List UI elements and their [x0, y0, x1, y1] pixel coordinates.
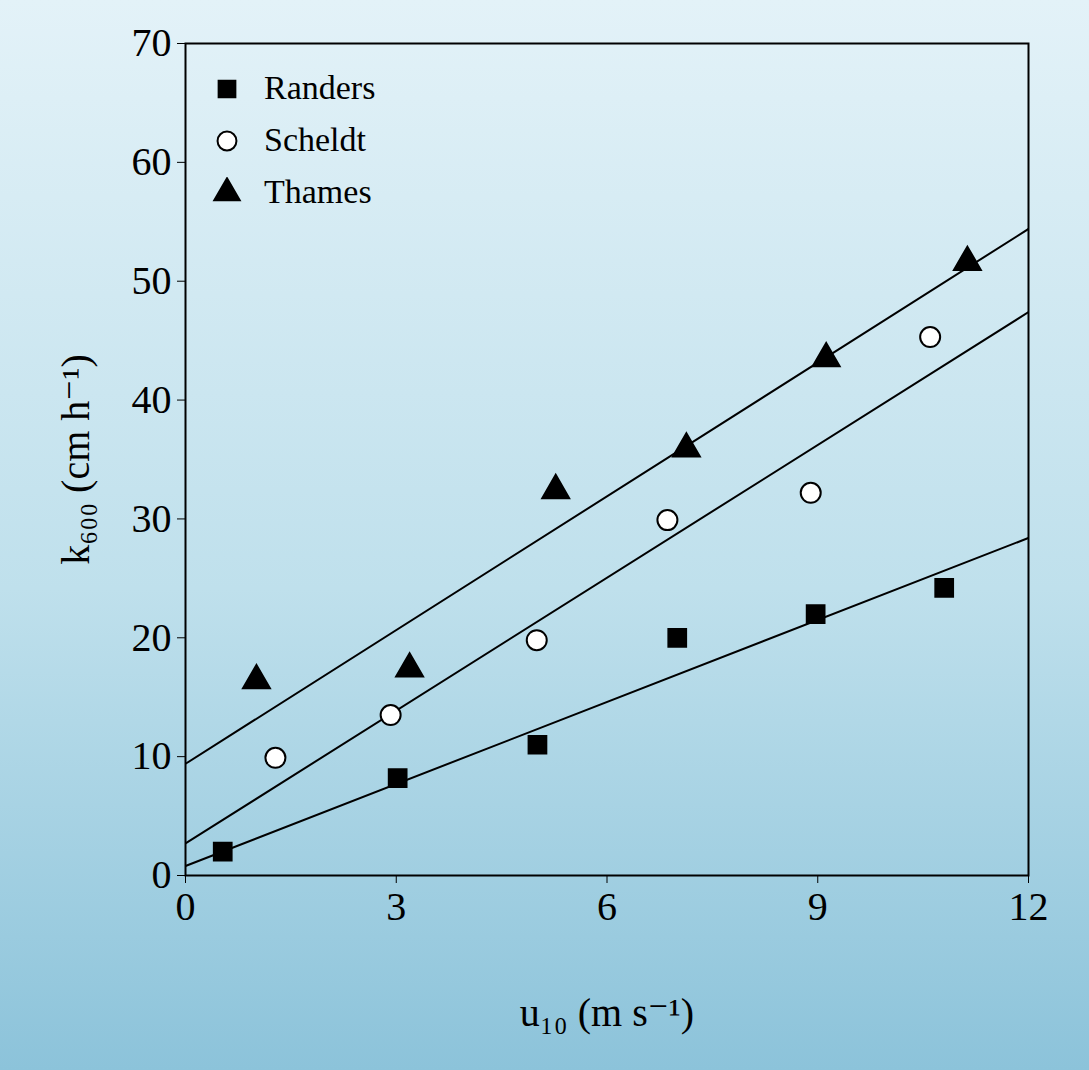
svg-text:0: 0 [152, 852, 172, 897]
svg-text:12: 12 [1009, 884, 1049, 929]
svg-text:u₁₀ (m s⁻¹): u₁₀ (m s⁻¹) [520, 990, 694, 1035]
svg-text:k₆₀₀ (cm h⁻¹): k₆₀₀ (cm h⁻¹) [53, 354, 98, 564]
svg-text:3: 3 [386, 884, 406, 929]
svg-text:9: 9 [808, 884, 828, 929]
html-text:Thames: Thames [264, 173, 372, 210]
svg-text:30: 30 [132, 496, 172, 541]
html-text:Scheldt: Scheldt [264, 121, 366, 158]
svg-text:20: 20 [132, 615, 172, 660]
svg-text:40: 40 [132, 377, 172, 422]
html-text:Randers: Randers [264, 69, 376, 106]
svg-text:10: 10 [132, 733, 172, 778]
svg-text:50: 50 [132, 258, 172, 303]
svg-text:6: 6 [597, 884, 617, 929]
svg-text:60: 60 [132, 139, 172, 184]
svg-text:70: 70 [132, 20, 172, 65]
svg-text:0: 0 [176, 884, 196, 929]
